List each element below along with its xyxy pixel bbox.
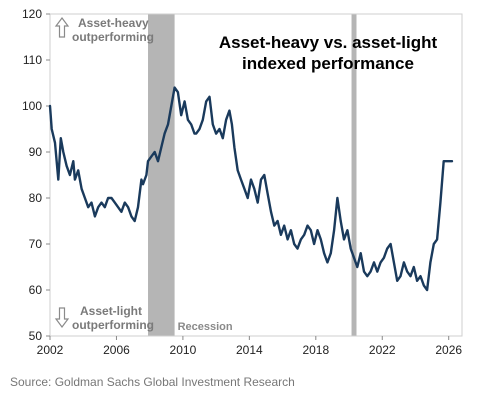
y-tick-label-90: 90 — [29, 145, 43, 159]
x-tick-label-2014: 2014 — [236, 343, 263, 357]
axes-layer: 50 60 70 80 90 100 110 120 2002 2006 2010 2014 2018 2… — [22, 7, 463, 357]
y-tick-label-60: 60 — [29, 283, 43, 297]
annotation-top-line-2: outperforming — [72, 30, 154, 44]
annotation-bottom-line-2: outperforming — [72, 318, 154, 332]
chart-title-line-1: Asset-heavy vs. asset-light — [219, 33, 438, 52]
up-arrow-icon — [54, 17, 70, 38]
y-tick-label-110: 110 — [23, 53, 42, 67]
y-tick-label-50: 50 — [29, 329, 43, 343]
x-tick-label-2018: 2018 — [302, 343, 329, 357]
recession-label: Recession — [178, 321, 233, 333]
y-tick-label-100: 100 — [22, 99, 42, 113]
recession-band-2 — [351, 14, 357, 336]
down-arrow-icon — [54, 307, 70, 328]
chart-title-line-2: indexed performance — [242, 54, 414, 73]
recession-band-1 — [148, 14, 175, 336]
x-tick-label-2002: 2002 — [37, 343, 64, 357]
y-tick-label-70: 70 — [29, 237, 43, 251]
y-tick-label-80: 80 — [29, 191, 43, 205]
x-tick-label-2022: 2022 — [369, 343, 396, 357]
annotation-layer: Asset-heavy vs. asset-light indexed perfo… — [54, 16, 438, 332]
annotation-bottom-line-1: Asset-light — [80, 304, 142, 318]
x-tick-label-2026: 2026 — [435, 343, 462, 357]
y-tick-label-120: 120 — [22, 7, 42, 21]
source-note: Source: Goldman Sachs Global Investment … — [10, 375, 295, 389]
recession-layer: Recession — [148, 14, 357, 336]
x-tick-label-2006: 2006 — [103, 343, 130, 357]
plot-frame — [49, 13, 463, 337]
series-layer — [48, 86, 454, 292]
x-tick-label-2010: 2010 — [170, 343, 197, 357]
series-line-1 — [48, 86, 454, 292]
annotation-top-line-1: Asset-heavy — [78, 16, 149, 30]
